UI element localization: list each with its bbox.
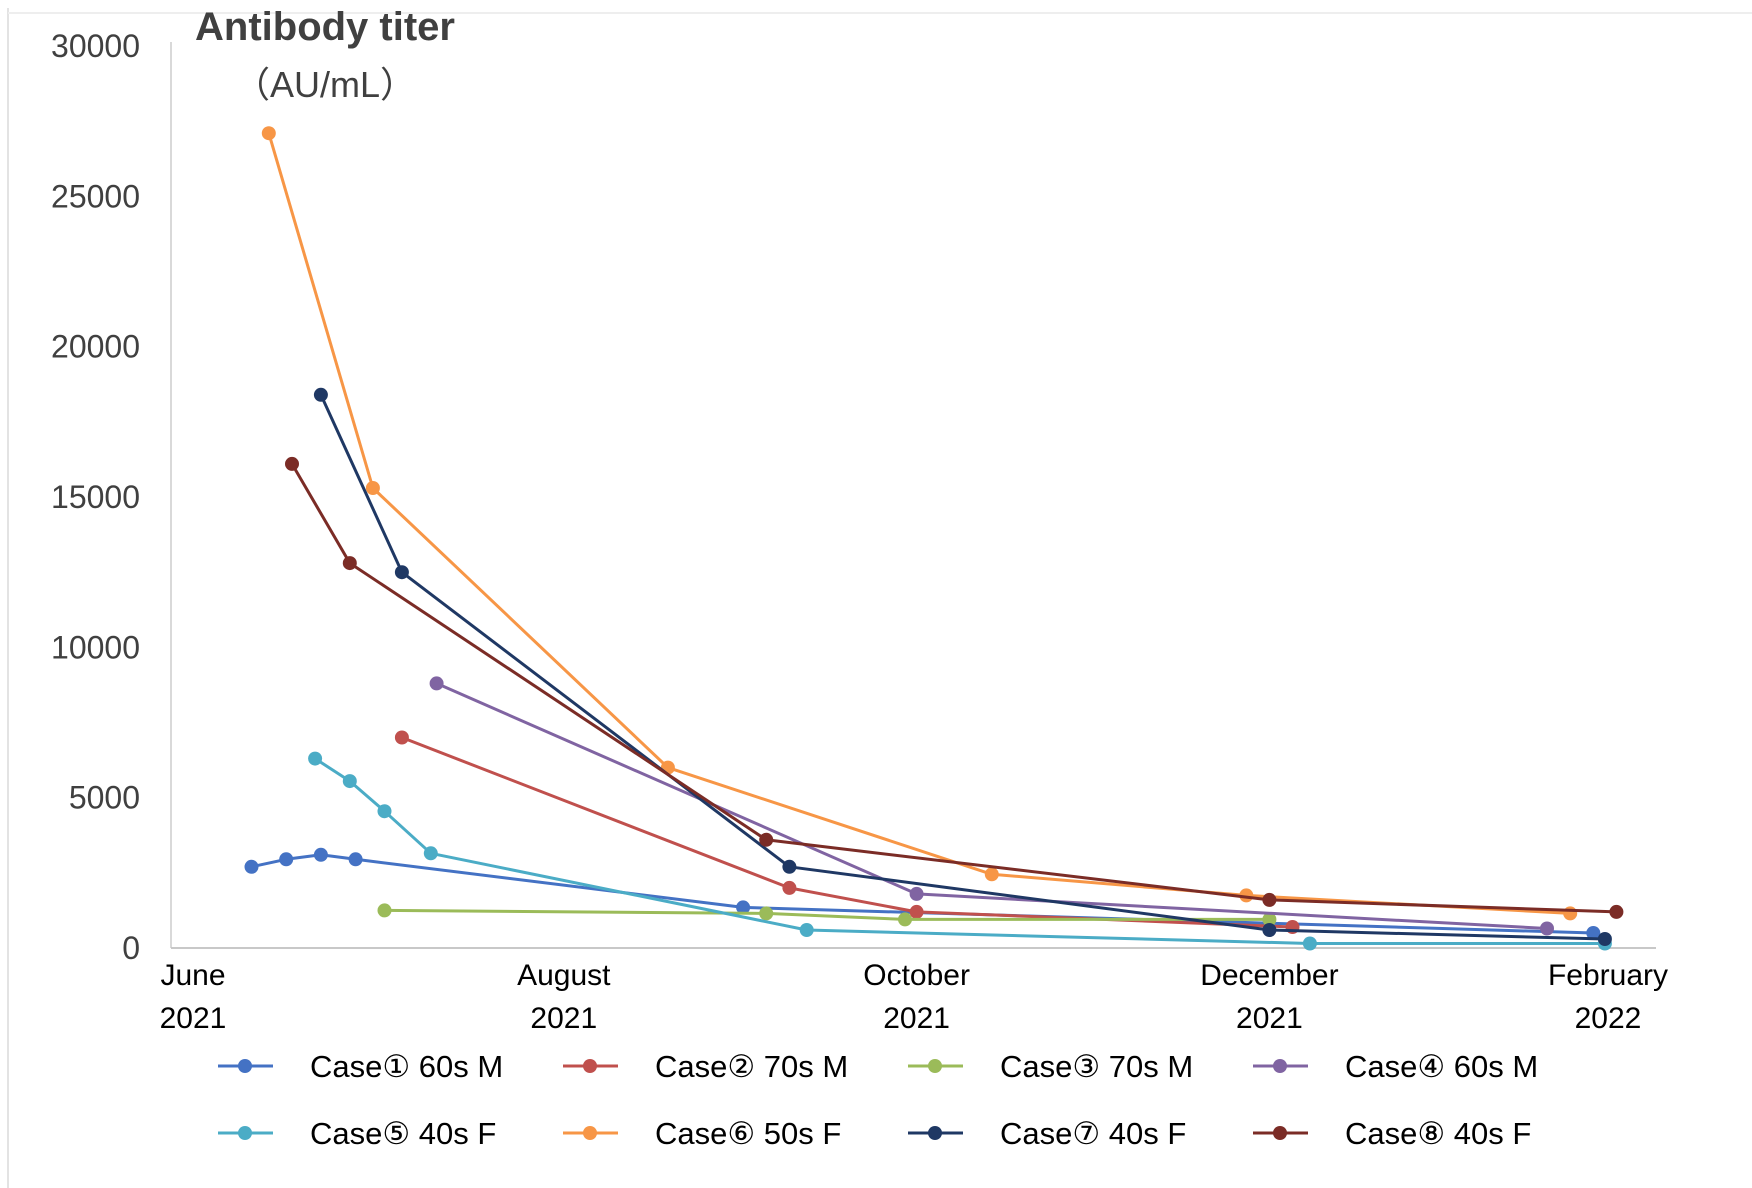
data-point xyxy=(429,676,444,691)
data-point xyxy=(244,859,259,874)
legend-swatch-marker xyxy=(1273,1059,1287,1073)
data-point xyxy=(1609,904,1624,919)
series-line xyxy=(267,132,1571,915)
x-tick-label-month: June xyxy=(160,959,225,992)
data-point xyxy=(377,903,392,918)
y-tick-label: 15000 xyxy=(51,479,140,515)
x-tick-label-year: 2021 xyxy=(530,1002,597,1035)
x-tick-label-year: 2021 xyxy=(160,1002,227,1035)
y-tick-label: 10000 xyxy=(51,629,140,665)
series-case-5 xyxy=(308,751,1612,951)
data-point xyxy=(1597,932,1612,946)
legend-item-case-7: Case⑦ 40s F xyxy=(908,1116,1186,1151)
data-point xyxy=(1540,921,1554,936)
legend-item-case-1: Case① 60s M xyxy=(218,1049,503,1084)
legend-swatch-marker xyxy=(583,1126,597,1140)
y-tick-label: 25000 xyxy=(51,178,140,214)
y-tick-label: 0 xyxy=(122,930,140,966)
series-line xyxy=(384,908,1270,921)
data-point xyxy=(394,730,409,745)
legend-label: Case⑦ 40s F xyxy=(1000,1116,1186,1151)
legend-swatch-marker xyxy=(928,1126,942,1140)
data-point xyxy=(736,900,751,915)
x-tick-label-year: 2022 xyxy=(1575,1002,1642,1035)
legend-label: Case① 60s M xyxy=(310,1049,503,1084)
legend-swatch-marker xyxy=(238,1059,252,1073)
data-point xyxy=(285,456,299,471)
legend-item-case-8: Case⑧ 40s F xyxy=(1253,1116,1531,1151)
series-layer xyxy=(244,126,1624,951)
data-point xyxy=(898,912,912,927)
data-point xyxy=(1302,936,1317,951)
data-point xyxy=(909,886,924,901)
legend-label: Case⑧ 40s F xyxy=(1345,1116,1531,1151)
data-point xyxy=(1262,923,1277,937)
data-point xyxy=(1262,912,1277,927)
data-point xyxy=(365,481,380,495)
data-point xyxy=(1586,926,1601,940)
data-point xyxy=(782,859,797,874)
legend-item-case-5: Case⑤ 40s F xyxy=(218,1116,496,1151)
x-tick-label-year: 2021 xyxy=(883,1002,950,1035)
data-point xyxy=(313,847,328,862)
data-point xyxy=(394,565,409,580)
series-case-3 xyxy=(377,903,1277,927)
legend-swatch-marker xyxy=(238,1126,252,1140)
data-point xyxy=(759,832,774,847)
data-point xyxy=(759,906,774,921)
data-point xyxy=(313,387,328,402)
data-point xyxy=(377,804,392,819)
y-tick-label: 20000 xyxy=(51,329,140,365)
data-point xyxy=(308,751,323,766)
data-point xyxy=(1262,892,1277,907)
data-point xyxy=(342,556,357,571)
series-case-1 xyxy=(244,847,1601,940)
y-tick-label: 30000 xyxy=(51,28,140,64)
y-axis-ticks: 0 5000 10000 15000 20000 25000 30000 xyxy=(51,28,140,966)
legend-item-case-6: Case⑥ 50s F xyxy=(563,1116,841,1151)
y-tick-label: 5000 xyxy=(69,780,140,816)
y-axis-title-line2: （AU/mL） xyxy=(234,64,416,105)
legend-label: Case③ 70s M xyxy=(1000,1049,1193,1084)
data-point xyxy=(348,852,363,867)
y-axis-title-line1: Antibody titer xyxy=(195,5,455,49)
data-point xyxy=(799,923,814,937)
series-case-4 xyxy=(429,676,1554,936)
legend: Case① 60s M Case② 70s M Case③ 70s M Case④ 6… xyxy=(218,1049,1538,1151)
series-case-8 xyxy=(285,456,1624,919)
legend-item-case-3: Case③ 70s M xyxy=(908,1049,1193,1084)
legend-item-case-4: Case④ 60s M xyxy=(1253,1049,1538,1084)
data-point xyxy=(423,846,438,861)
legend-label: Case⑥ 50s F xyxy=(655,1116,841,1151)
x-tick-label-year: 2021 xyxy=(1236,1002,1303,1035)
legend-label: Case② 70s M xyxy=(655,1049,848,1084)
series-case-7 xyxy=(313,387,1612,946)
legend-item-case-2: Case② 70s M xyxy=(563,1049,848,1084)
legend-swatch-marker xyxy=(583,1059,597,1073)
data-point xyxy=(782,880,797,895)
data-point xyxy=(279,852,294,867)
x-tick-label-month: August xyxy=(517,959,611,992)
legend-label: Case⑤ 40s F xyxy=(310,1116,496,1151)
legend-swatch-marker xyxy=(1273,1126,1287,1140)
x-tick-label-month: October xyxy=(863,959,970,992)
legend-label: Case④ 60s M xyxy=(1345,1049,1538,1084)
data-point xyxy=(984,867,999,882)
x-tick-label-month: February xyxy=(1548,959,1668,992)
legend-swatch-marker xyxy=(928,1059,942,1073)
x-axis-ticks: June 2021 August 2021 October 2021 December 202… xyxy=(160,959,1668,1035)
data-point xyxy=(909,904,924,919)
data-point xyxy=(261,126,276,141)
x-tick-label-month: December xyxy=(1200,959,1338,992)
data-point xyxy=(1563,906,1578,921)
data-point xyxy=(342,774,357,789)
